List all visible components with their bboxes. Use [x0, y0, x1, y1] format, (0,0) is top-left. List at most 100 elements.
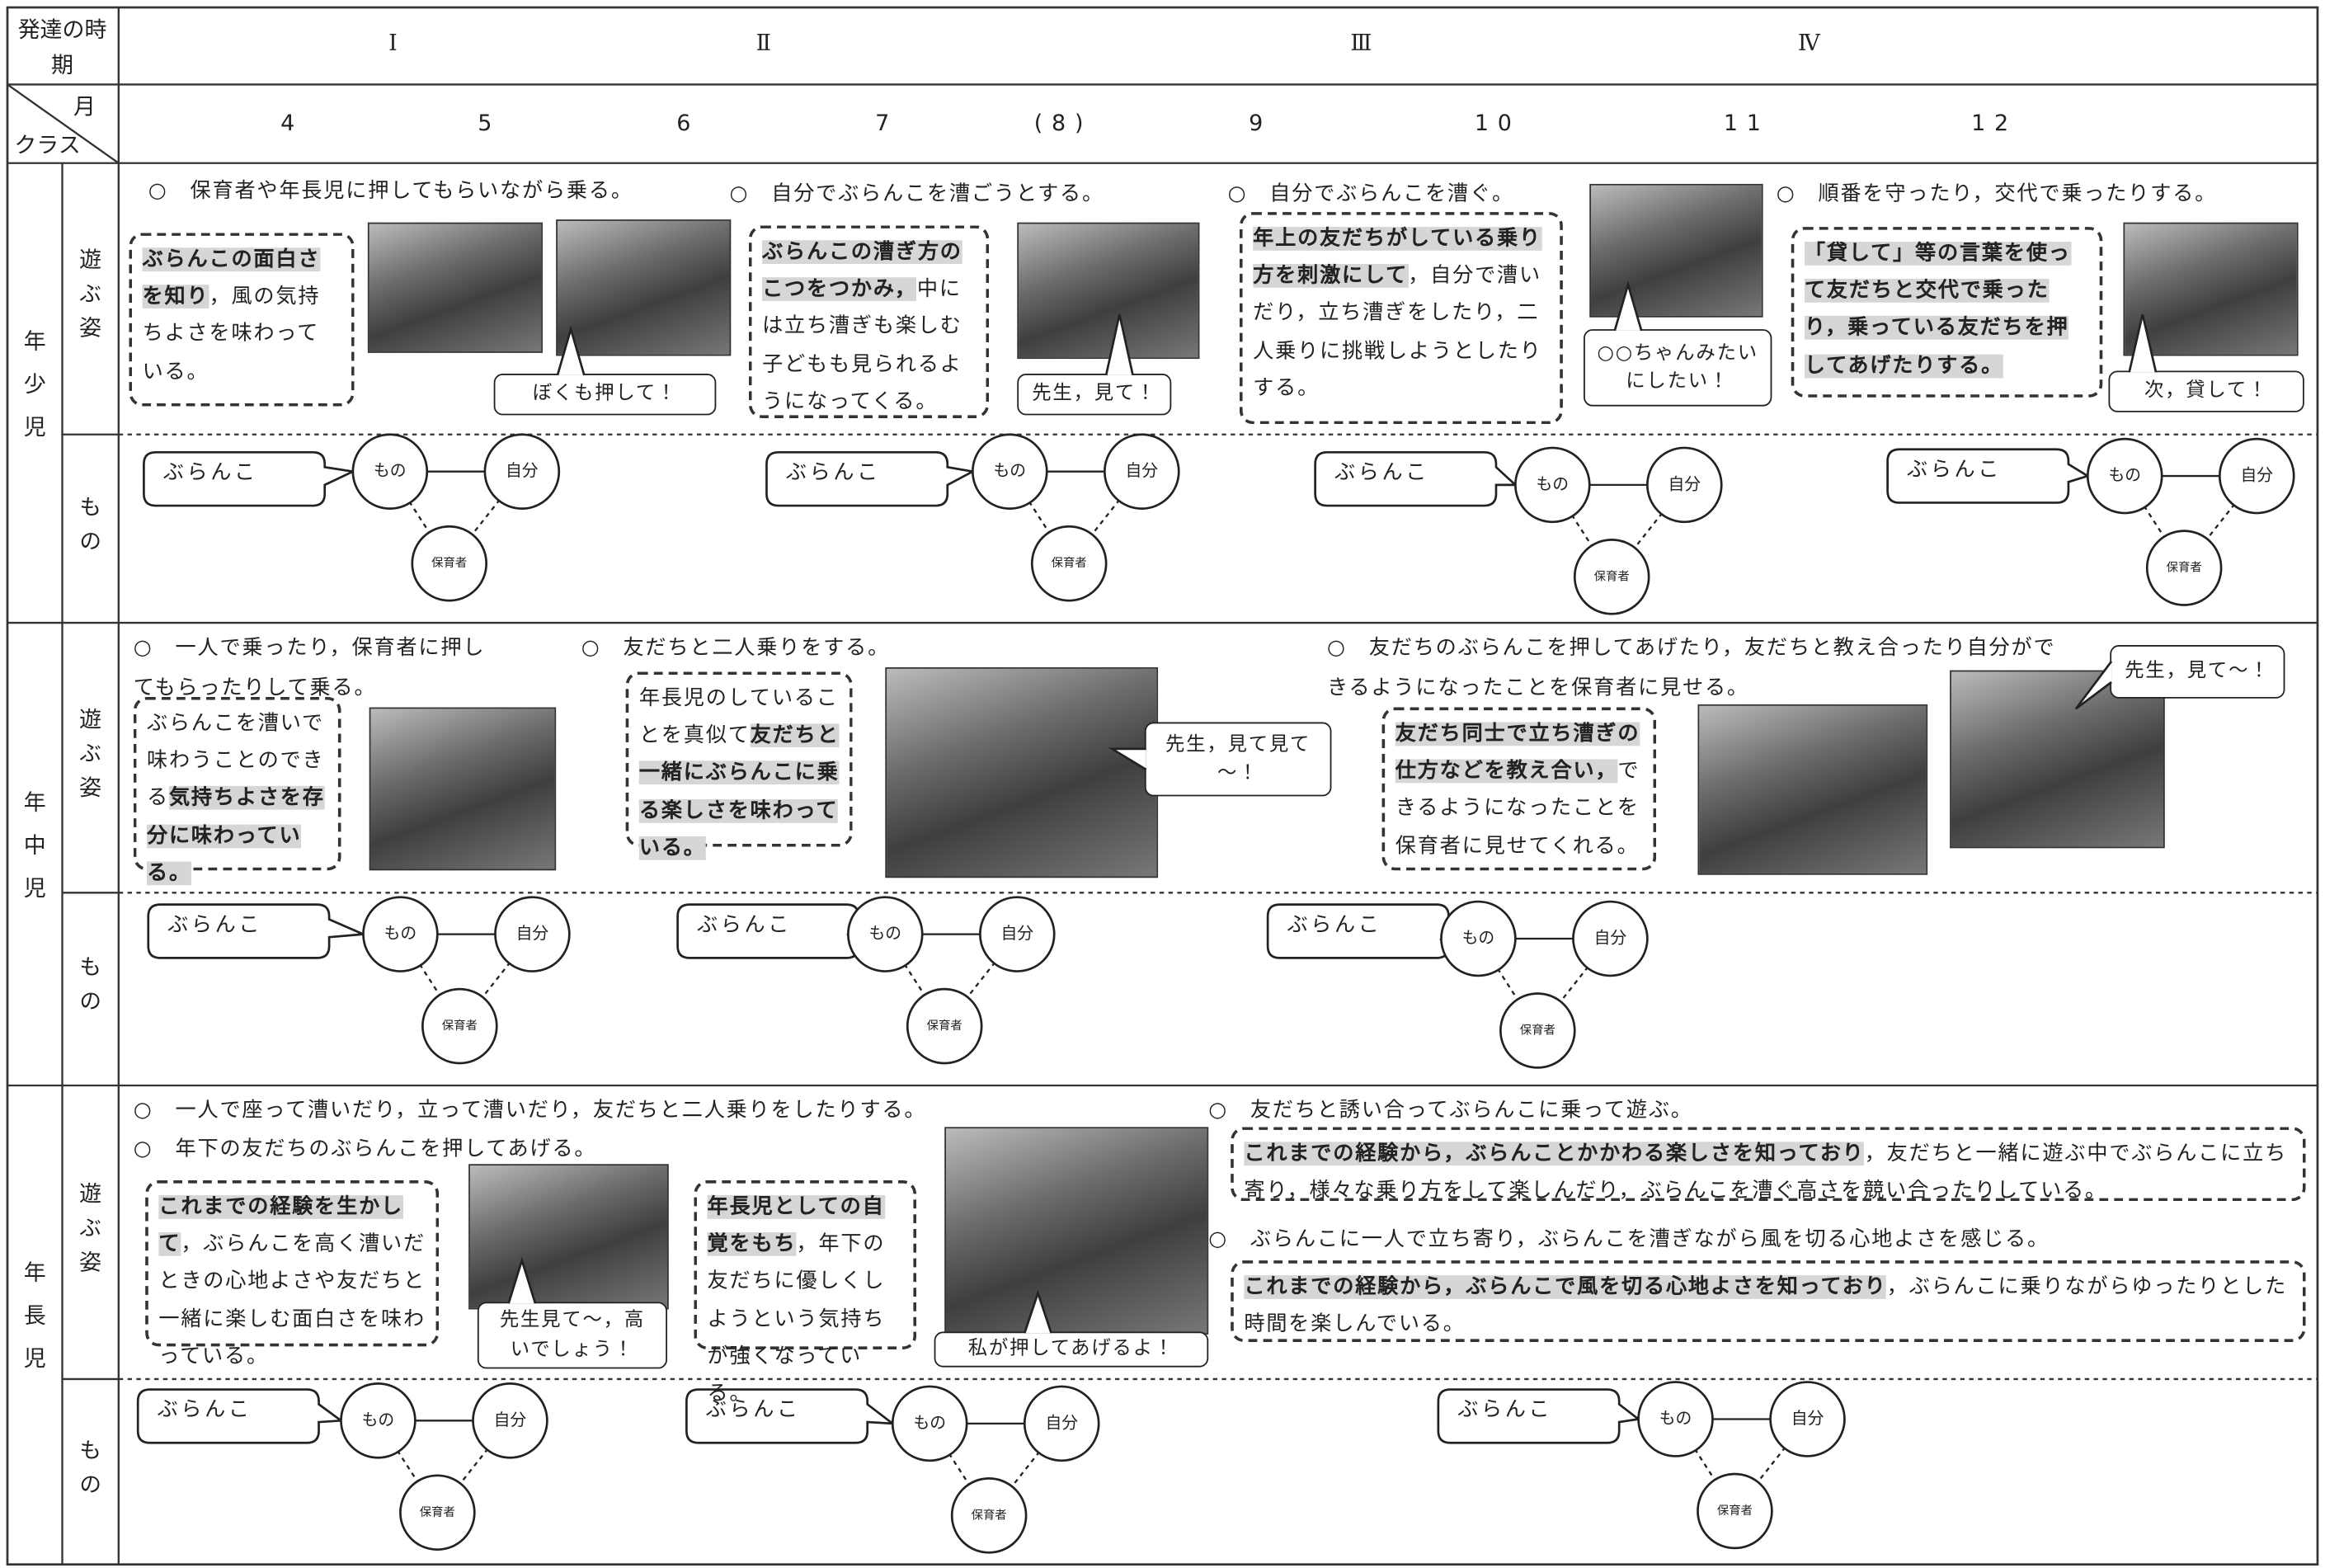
- class-name: 年少児: [21, 328, 48, 458]
- node-label: 保育者: [927, 1019, 962, 1033]
- callout: [685, 1388, 897, 1444]
- note-text: これまでの経験から，ぶらんこで風を切る心地よさを知っており: [1244, 1275, 1887, 1299]
- callout: [136, 1388, 345, 1444]
- node-label: 自分: [516, 924, 549, 943]
- node-label: もの: [1659, 1409, 1692, 1428]
- callout: [1266, 903, 1450, 959]
- node-label: もの: [869, 924, 902, 943]
- node-label: 保育者: [972, 1508, 1007, 1522]
- node: [846, 896, 924, 972]
- callout: [1314, 450, 1518, 507]
- photo: [2123, 222, 2299, 356]
- callout-text: ぶらんこ: [706, 1397, 801, 1421]
- speech-bubble: 先生，見て見て～！: [1144, 722, 1332, 797]
- node: [421, 987, 498, 1065]
- node-label: 自分: [2240, 466, 2273, 485]
- node-label: 自分: [494, 1410, 527, 1429]
- month: 9: [1249, 110, 1273, 137]
- node: [411, 525, 488, 602]
- node: [351, 433, 429, 510]
- month: 7: [875, 110, 899, 137]
- note-text: 「貸して」等の言葉を使って友だちと交代で乗ったり，乗っている友だちを押してあげた…: [1804, 242, 2071, 378]
- node-label: 自分: [1126, 461, 1159, 480]
- speech-bubble: ○○ちゃんみたいにしたい！: [1584, 329, 1772, 407]
- node: [1697, 1472, 1773, 1550]
- node-label: 自分: [1045, 1413, 1078, 1432]
- node-label: 保育者: [1717, 1504, 1753, 1518]
- note-box: ぶらんこの漕ぎ方のこつをつかみ，中には立ち漕ぎも楽しむ子どもも見られるようになっ…: [748, 225, 990, 418]
- callout: [143, 450, 357, 507]
- mono-label: もの: [76, 494, 103, 563]
- node: [906, 987, 983, 1065]
- bullet-text: ○ 友だちと二人乗りをする。: [581, 636, 891, 661]
- photo: [369, 707, 557, 871]
- class-label: クラス: [14, 132, 81, 159]
- callout-text: ぶらんこ: [786, 459, 881, 483]
- month: 5: [478, 110, 501, 137]
- callout-text: ぶらんこ: [1334, 459, 1429, 483]
- note-text: ，友だちと一緒に遊ぶ中でぶらんこに立ち寄り，様々な乗り方をして楽しんだり，ぶらん…: [1244, 1142, 2288, 1203]
- node: [472, 1382, 548, 1459]
- node: [1104, 433, 1180, 510]
- node-label: 自分: [1594, 929, 1627, 948]
- node-label: 自分: [506, 461, 539, 480]
- node: [1499, 992, 1576, 1069]
- photo: [468, 1164, 669, 1310]
- note-box: 年長児としての自覚をもち，年下の友だちに優しくしようという気持ちが強くなっている…: [694, 1180, 917, 1406]
- note-box: これまでの経験から，ぶらんこで風を切る心地よさを知っており，ぶらんこに乗りながら…: [1231, 1260, 2306, 1343]
- node: [1030, 525, 1108, 602]
- node-label: もの: [362, 1410, 395, 1429]
- node: [1637, 1381, 1714, 1457]
- note-text: ぶらんこを漕いで味わうことのできる: [146, 711, 325, 811]
- mono-label: もの: [76, 1437, 103, 1506]
- speech-bubble: 先生見て～，高いでしょう！: [477, 1302, 668, 1369]
- note-text: 年長児のしていることを真似て: [638, 686, 839, 748]
- callout-text: ぶらんこ: [1457, 1397, 1552, 1421]
- node-label: 保育者: [1052, 556, 1087, 570]
- callout-text: ぶらんこ: [158, 1397, 252, 1421]
- note-box: 年上の友だちがしている乗り方を刺激にして，自分で漕いだり，立ち漕ぎをしたり，二人…: [1239, 212, 1563, 425]
- node: [1646, 446, 1723, 524]
- bullet-text: ○ 順番を守ったり，交代で乗ったりする。: [1776, 182, 2218, 206]
- photo: [944, 1127, 1209, 1335]
- node: [483, 433, 561, 510]
- bullet-text: ○ 保育者や年長児に押してもらいながら乗る。: [148, 179, 633, 204]
- period: Ⅲ: [1350, 29, 1372, 57]
- node: [1573, 539, 1650, 615]
- note-box: ぶらんこを漕いで味わうことのできる気持ちよさを存分に味わっている。: [133, 696, 341, 885]
- rule: [7, 83, 120, 164]
- bullet-text: ○ 一人で座って漕いだり，立って漕いだり，友だちと二人乗りをしたりする。: [133, 1099, 927, 1123]
- node: [1023, 1385, 1100, 1462]
- speech-bubble: 先生，見て～！: [2110, 645, 2285, 699]
- note-text: 気持ちよさを存分に味わっている。: [146, 786, 325, 885]
- node-label: もの: [384, 924, 417, 943]
- photo: [1017, 222, 1200, 360]
- period: Ⅱ: [755, 29, 772, 57]
- note-text: できるようになったことを保育者に見せてくれる。: [1395, 759, 1640, 859]
- note-box: 「貸して」等の言葉を使って友だちと交代で乗ったり，乗っている友だちを押してあげた…: [1791, 227, 2103, 398]
- bullet-text: ○ 年下の友だちのぶらんこを押してあげる。: [133, 1137, 597, 1161]
- node: [2218, 437, 2295, 515]
- node: [2086, 437, 2163, 515]
- photo: [367, 222, 543, 353]
- photo: [1589, 183, 1763, 318]
- node: [2145, 530, 2223, 606]
- node-label: もの: [1537, 474, 1570, 493]
- period: Ⅳ: [1797, 29, 1820, 57]
- node-label: もの: [374, 461, 407, 480]
- node: [399, 1474, 476, 1552]
- node-label: 自分: [1668, 474, 1701, 493]
- month: 12: [1971, 110, 2017, 137]
- note-text: 友だち同士で立ち漕ぎの仕方などを教え合い，: [1395, 722, 1640, 784]
- note-text: これまでの経験から，ぶらんことかかわる楽しさを知っており: [1244, 1142, 1865, 1166]
- node-label: もの: [994, 461, 1027, 480]
- bullet-text: ○ 自分でぶらんこを漕ごうとする。: [729, 182, 1104, 206]
- callout-text: ぶらんこ: [1907, 457, 2002, 481]
- note-box: 友だち同士で立ち漕ぎの仕方などを教え合い，できるようになったことを保育者に見せて…: [1381, 707, 1657, 871]
- period-label: 発達の時期: [17, 16, 107, 79]
- class-name: 年長児: [21, 1260, 48, 1390]
- mono-label: もの: [76, 954, 103, 1024]
- node-label: もの: [2108, 466, 2141, 485]
- node: [1440, 900, 1517, 977]
